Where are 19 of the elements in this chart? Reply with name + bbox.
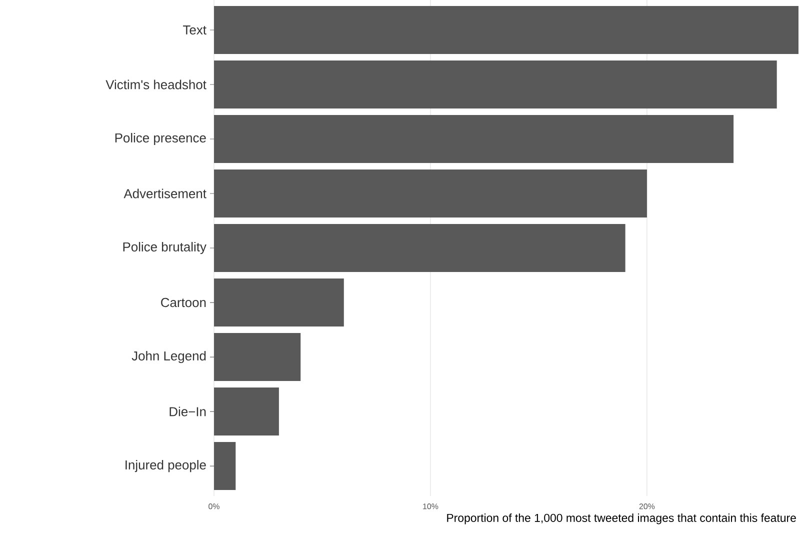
y-tick-label: Injured people xyxy=(126,460,206,472)
y-tick-label: Victim's headshot xyxy=(106,80,206,90)
bar xyxy=(214,115,734,163)
bar xyxy=(214,333,301,381)
x-axis-title: Proportion of the 1,000 most tweeted images that contain this feature xyxy=(447,514,796,524)
y-tick-label: Die−In xyxy=(170,406,206,416)
bar xyxy=(214,278,344,326)
bar xyxy=(214,170,647,218)
bar xyxy=(214,388,279,436)
y-tick-label: Cartoon xyxy=(161,298,206,308)
y-tick-label: John Legend xyxy=(132,350,206,364)
bar xyxy=(214,224,626,272)
bar xyxy=(214,6,798,54)
bar xyxy=(214,60,777,108)
y-tick-label: Advertisement xyxy=(124,188,206,198)
y-tick-label: Text xyxy=(183,25,206,35)
y-tick-label: Police brutality xyxy=(123,242,206,254)
bar xyxy=(214,442,236,490)
y-tick-label: Police presence xyxy=(115,132,206,146)
